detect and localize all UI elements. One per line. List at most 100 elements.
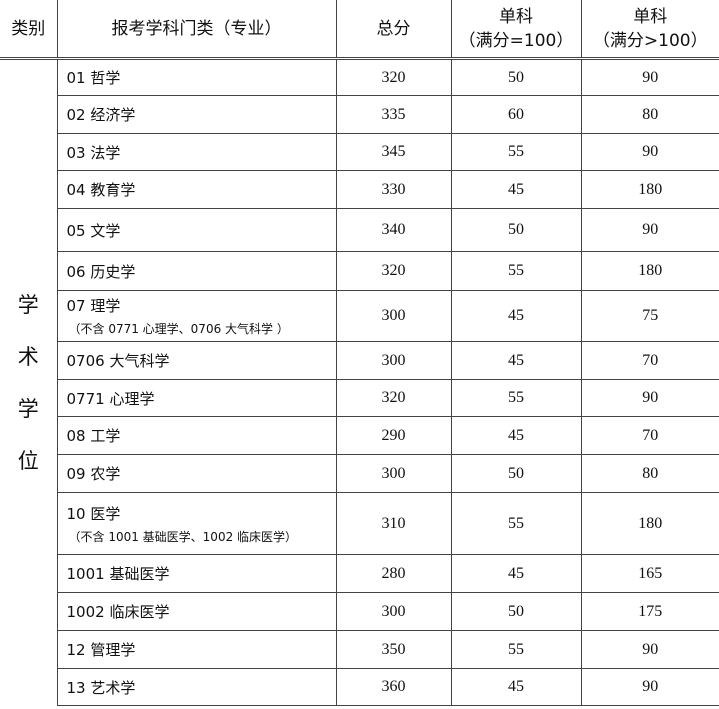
discipline-name: 12 管理学 bbox=[66, 641, 136, 659]
table-row: 05 文学 340 50 90 bbox=[0, 208, 719, 252]
total-score: 290 bbox=[335, 416, 452, 455]
table-row: 08 工学 290 45 70 bbox=[0, 416, 719, 455]
discipline-cell: 1002 临床医学 bbox=[56, 592, 337, 631]
single-over-100-score: 180 bbox=[580, 492, 719, 555]
table-row: 学术学位 01 哲学 320 50 90 bbox=[0, 58, 719, 706]
single-over-100-score: 75 bbox=[580, 290, 719, 342]
table-row: 03 法学 345 55 90 bbox=[0, 133, 719, 171]
discipline-cell: 01 哲学 bbox=[56, 58, 337, 96]
single-over-100-score: 90 bbox=[580, 630, 719, 669]
category-cell: 学术学位 bbox=[0, 58, 58, 706]
table-row: 1001 基础医学 280 45 165 bbox=[0, 554, 719, 593]
single-100-score: 55 bbox=[450, 133, 582, 171]
discipline-name: 13 艺术学 bbox=[66, 678, 136, 697]
category-label: 学术学位 bbox=[17, 292, 39, 473]
discipline-name: 02 经济学 bbox=[66, 106, 136, 124]
single-100-score: 50 bbox=[450, 454, 582, 493]
header-single-over-100: 单科 （满分>100） bbox=[580, 0, 719, 60]
discipline-name: 08 工学 bbox=[66, 427, 121, 445]
total-score: 345 bbox=[335, 133, 452, 171]
total-score: 335 bbox=[335, 95, 452, 134]
discipline-cell: 1001 基础医学 bbox=[56, 554, 337, 593]
table-row: 1002 临床医学 300 50 175 bbox=[0, 592, 719, 631]
discipline-cell: 10 医学 （不含 1001 基础医学、1002 临床医学） bbox=[56, 492, 337, 555]
total-score: 300 bbox=[335, 454, 452, 493]
single-over-100-score: 90 bbox=[580, 668, 719, 706]
total-score: 300 bbox=[335, 341, 452, 380]
discipline-cell: 06 历史学 bbox=[56, 251, 337, 291]
table-row: 04 教育学 330 45 180 bbox=[0, 170, 719, 209]
single-100-score: 50 bbox=[450, 208, 582, 252]
header-row: 类别 报考学科门类（专业） 总分 单科 （满分=100） 单科 （满分>100） bbox=[0, 0, 719, 60]
discipline-note: （不含 0771 心理学、0706 大气科学 ） bbox=[68, 322, 289, 336]
single-100-score: 55 bbox=[450, 492, 582, 555]
discipline-cell: 02 经济学 bbox=[56, 95, 337, 134]
discipline-cell: 03 法学 bbox=[56, 133, 337, 171]
total-score: 320 bbox=[335, 379, 452, 417]
discipline-name: 1002 临床医学 bbox=[66, 603, 170, 621]
table-row: 02 经济学 335 60 80 bbox=[0, 95, 719, 134]
table-row: 0706 大气科学 300 45 70 bbox=[0, 341, 719, 380]
total-score: 320 bbox=[335, 251, 452, 291]
table-row: 0771 心理学 320 55 90 bbox=[0, 379, 719, 417]
header-line: （满分>100） bbox=[592, 30, 708, 51]
discipline-name: 05 文学 bbox=[66, 221, 121, 240]
discipline-name: 09 农学 bbox=[66, 465, 121, 483]
single-100-score: 50 bbox=[450, 58, 582, 96]
single-over-100-score: 175 bbox=[580, 592, 719, 631]
single-100-score: 45 bbox=[450, 416, 582, 455]
table-row: 10 医学 （不含 1001 基础医学、1002 临床医学） 310 55 180 bbox=[0, 492, 719, 555]
discipline-name: 1001 基础医学 bbox=[66, 565, 170, 583]
discipline-cell: 0706 大气科学 bbox=[56, 341, 337, 380]
discipline-name: 03 法学 bbox=[66, 143, 121, 162]
single-over-100-score: 90 bbox=[580, 208, 719, 252]
header-discipline: 报考学科门类（专业） bbox=[56, 0, 337, 60]
total-score: 280 bbox=[335, 554, 452, 593]
total-score: 350 bbox=[335, 630, 452, 669]
header-line: 单科 bbox=[499, 6, 533, 27]
single-100-score: 50 bbox=[450, 592, 582, 631]
discipline-cell: 09 农学 bbox=[56, 454, 337, 493]
header-category: 类别 bbox=[0, 0, 58, 60]
single-over-100-score: 90 bbox=[580, 133, 719, 171]
total-score: 360 bbox=[335, 668, 452, 706]
total-score: 300 bbox=[335, 592, 452, 631]
header-line: 单科 bbox=[633, 6, 668, 27]
discipline-cell: 08 工学 bbox=[56, 416, 337, 455]
header-single-100: 单科 （满分=100） bbox=[450, 0, 582, 60]
single-100-score: 45 bbox=[450, 341, 582, 380]
total-score: 310 bbox=[335, 492, 452, 555]
discipline-cell: 05 文学 bbox=[56, 208, 337, 252]
single-100-score: 45 bbox=[450, 554, 582, 593]
single-over-100-score: 90 bbox=[580, 58, 719, 96]
discipline-name: 10 医学 bbox=[66, 504, 121, 523]
single-over-100-score: 70 bbox=[580, 341, 719, 380]
discipline-note: （不含 1001 基础医学、1002 临床医学） bbox=[68, 529, 298, 544]
total-score: 340 bbox=[335, 208, 452, 252]
table-row: 12 管理学 350 55 90 bbox=[0, 630, 719, 669]
single-100-score: 55 bbox=[450, 630, 582, 669]
total-score: 320 bbox=[335, 58, 452, 96]
single-over-100-score: 180 bbox=[580, 170, 719, 209]
table-row: 07 理学 （不含 0771 心理学、0706 大气科学 ） 300 45 75 bbox=[0, 290, 719, 342]
single-over-100-score: 80 bbox=[580, 454, 719, 493]
discipline-name: 01 哲学 bbox=[66, 69, 121, 87]
single-100-score: 55 bbox=[450, 379, 582, 417]
table-row: 13 艺术学 360 45 90 bbox=[0, 668, 719, 706]
single-100-score: 45 bbox=[450, 170, 582, 209]
single-100-score: 45 bbox=[450, 668, 582, 706]
total-score: 300 bbox=[335, 290, 452, 342]
discipline-name: 0706 大气科学 bbox=[66, 352, 170, 370]
single-over-100-score: 70 bbox=[580, 416, 719, 455]
header-total: 总分 bbox=[335, 0, 452, 60]
table-row: 09 农学 300 50 80 bbox=[0, 454, 719, 493]
discipline-name: 0771 心理学 bbox=[66, 389, 155, 408]
table-row: 06 历史学 320 55 180 bbox=[0, 251, 719, 291]
discipline-cell: 0771 心理学 bbox=[56, 379, 337, 417]
header-line: （满分=100） bbox=[458, 30, 574, 51]
single-100-score: 45 bbox=[450, 290, 582, 342]
single-over-100-score: 180 bbox=[580, 251, 719, 291]
single-100-score: 55 bbox=[450, 251, 582, 291]
discipline-name: 04 教育学 bbox=[66, 181, 136, 199]
